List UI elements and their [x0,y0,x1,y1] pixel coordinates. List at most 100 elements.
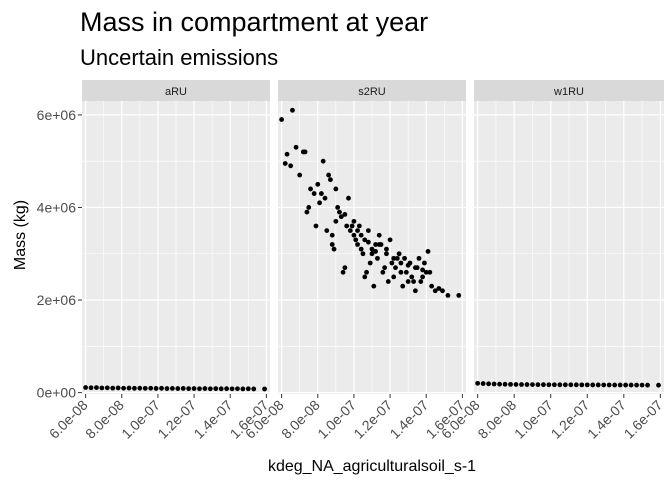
data-point [302,149,308,155]
data-point [304,209,310,215]
x-tick-label: 1.0e-07 [511,397,556,442]
data-point [337,209,342,215]
x-tick-label: 8.0e-08 [474,397,519,442]
data-point [347,228,353,234]
data-point [502,381,508,387]
data-point [601,382,607,388]
data-point [99,385,105,391]
data-point [326,172,332,178]
data-point [318,191,324,196]
data-point [568,382,574,388]
data-point [412,288,418,294]
x-tick-label: 6.0e-08 [46,397,91,442]
data-point [315,181,321,187]
facet-strip [82,80,270,101]
data-point [262,386,267,392]
data-point [324,228,330,234]
facet-strip-label: s2RU [358,86,386,98]
data-point [356,223,362,229]
data-point [412,265,418,271]
data-point [530,382,535,388]
data-point [320,158,326,164]
data-point [169,385,175,391]
data-point [317,200,322,206]
facet-panels: 0e+002e+064e+066e+06aRU6.0e-088.0e-081.0… [37,80,666,442]
data-point [342,212,348,217]
data-point [355,228,360,234]
data-point [288,163,294,169]
data-point [362,274,368,280]
data-point [384,251,389,257]
facet-strip-label: aRU [165,86,187,98]
data-point [371,283,377,289]
data-point [376,232,382,238]
data-point [497,381,502,387]
y-tick-label: 0e+00 [37,385,77,401]
data-point [202,386,208,391]
data-point [382,265,388,271]
data-point [340,269,346,275]
x-tick-label: 8.0e-08 [82,397,127,442]
facet-strip-label: w1RU [553,86,584,98]
data-point [148,385,154,391]
data-point [376,242,382,247]
data-point [409,274,415,280]
data-point [353,237,359,243]
data-point [524,382,530,387]
data-point [306,205,312,210]
data-point [207,386,213,392]
data-point [197,386,202,392]
data-point [293,144,299,150]
data-point [398,260,404,266]
data-point [132,385,137,391]
data-point [365,239,371,245]
facet-strip [474,80,664,101]
data-point [456,293,462,298]
x-tick-label: 1.4e-07 [584,397,629,442]
data-point [551,382,557,388]
data-point [329,232,335,238]
data-point [229,386,235,392]
data-point [126,385,132,391]
data-point [425,249,431,254]
data-point [322,195,328,201]
x-tick-label: 1.4e-07 [190,397,235,442]
data-point [344,223,350,229]
facet-panel-s2RU: s2RU6.0e-088.0e-081.0e-071.2e-071.4e-071… [242,80,468,442]
data-point [159,385,164,391]
data-point [541,382,546,388]
data-point [557,382,563,388]
data-point [351,218,357,224]
data-point [351,232,357,238]
data-point [402,255,407,261]
data-point [573,382,579,388]
data-point [400,283,406,289]
data-point [342,265,348,271]
x-axis-title: kdeg_NA_agriculturalsoil_s-1 [268,458,476,475]
data-point [445,293,451,298]
data-point [153,386,159,391]
data-point [346,195,351,201]
data-point [369,251,375,257]
data-point [333,218,339,224]
data-point [83,385,89,390]
data-point [365,228,371,234]
data-point [486,381,492,387]
data-point [562,382,568,388]
data-point [617,382,623,388]
data-point [595,382,601,388]
data-point [115,385,121,391]
data-point [480,381,486,386]
data-point [422,260,427,266]
facet-strip [278,80,466,101]
data-point [373,249,379,254]
data-point [164,386,170,391]
x-tick-label: 1.6e-07 [621,397,666,442]
data-point [373,242,379,247]
data-point [628,382,634,388]
data-point [416,255,422,261]
data-point [475,380,481,386]
data-point [355,242,360,247]
data-point [403,269,409,275]
data-point [606,382,612,388]
